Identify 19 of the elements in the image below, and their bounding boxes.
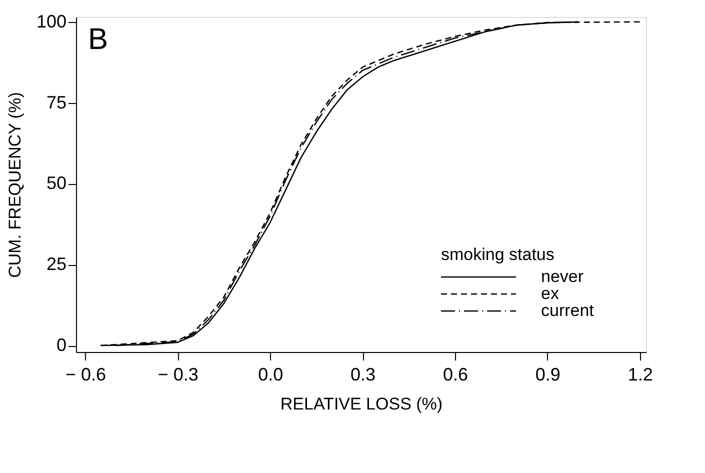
x-axis-title: RELATIVE LOSS (%) — [280, 394, 443, 414]
y-axis-title: CUM. FREQUENCY (%) — [5, 92, 24, 278]
legend-label: never — [541, 267, 584, 286]
annotation: B — [88, 23, 108, 56]
x-tick-label: − 0.6 — [65, 364, 106, 384]
legend-label: ex — [541, 284, 560, 303]
x-tick-label: 0.6 — [442, 364, 468, 384]
y-tick-label: 50 — [46, 173, 66, 194]
x-tick-label: − 0.3 — [158, 364, 198, 384]
x-tick-label: 1.2 — [628, 364, 653, 384]
x-tick-label: 0.0 — [258, 364, 284, 384]
x-tick-label: 0.9 — [535, 364, 560, 384]
y-tick-label: 100 — [36, 11, 66, 32]
legend-label: current — [541, 301, 594, 320]
y-tick-label: 0 — [56, 335, 66, 356]
x-tick-label: 0.3 — [350, 364, 376, 384]
legend-title: smoking status — [441, 245, 554, 264]
y-tick-label: 25 — [46, 254, 66, 274]
y-tick-label: 75 — [46, 92, 66, 112]
